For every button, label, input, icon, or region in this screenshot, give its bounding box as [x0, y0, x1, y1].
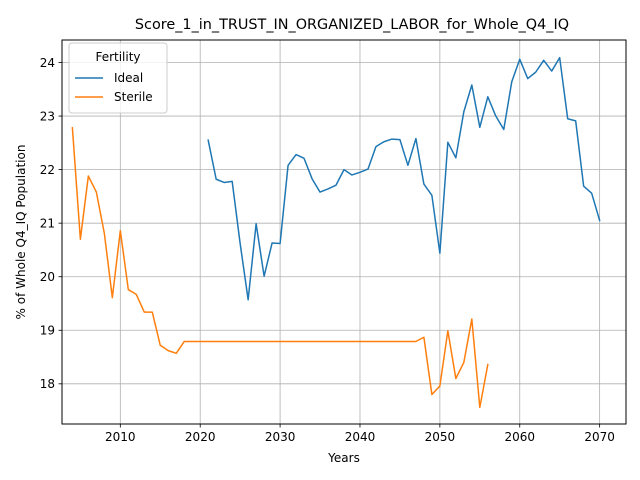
y-tick-label: 23 — [40, 109, 55, 123]
y-tick-label: 21 — [40, 216, 55, 230]
y-tick-label: 22 — [40, 163, 55, 177]
legend-label-sterile: Sterile — [114, 90, 153, 104]
y-tick-label: 20 — [40, 270, 55, 284]
y-tick-label: 18 — [40, 377, 55, 391]
x-tick-label: 2030 — [265, 430, 296, 444]
x-tick-label: 2060 — [504, 430, 535, 444]
x-tick-label: 2070 — [584, 430, 615, 444]
legend-title: Fertility — [95, 50, 140, 64]
x-tick-label: 2020 — [185, 430, 216, 444]
series-line-ideal — [208, 58, 599, 300]
x-axis-label: Years — [327, 451, 360, 465]
y-axis-ticks: 18 19 20 21 22 23 24 — [40, 56, 62, 391]
y-axis-label: % of Whole Q4_IQ Population — [14, 145, 28, 320]
legend: Fertility Ideal Sterile — [69, 43, 167, 113]
x-axis-ticks: 2010 2020 2030 2040 2050 2060 2070 — [105, 424, 615, 444]
y-tick-label: 24 — [40, 56, 55, 70]
x-tick-label: 2050 — [425, 430, 456, 444]
y-tick-label: 19 — [40, 324, 55, 338]
legend-label-ideal: Ideal — [114, 71, 143, 85]
chart-title: Score_1_in_TRUST_IN_ORGANIZED_LABOR_for_… — [135, 17, 569, 33]
x-tick-label: 2010 — [105, 430, 136, 444]
x-tick-label: 2040 — [345, 430, 376, 444]
